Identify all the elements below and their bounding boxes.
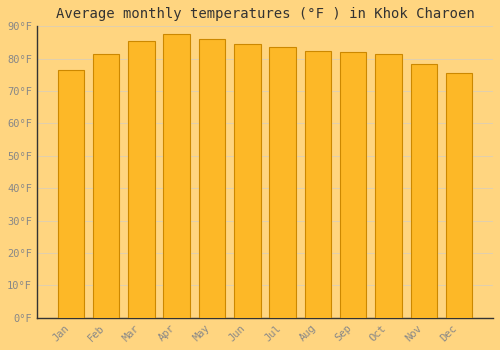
Bar [304, 51, 331, 318]
Bar [340, 52, 366, 318]
Bar [270, 47, 296, 318]
Bar [375, 54, 402, 318]
Title: Average monthly temperatures (°F ) in Khok Charoen: Average monthly temperatures (°F ) in Kh… [56, 7, 474, 21]
Bar [128, 41, 154, 318]
Bar [93, 54, 120, 318]
Bar [234, 44, 260, 318]
Bar [410, 64, 437, 318]
Bar [58, 70, 84, 318]
Bar [198, 39, 225, 318]
Bar [164, 34, 190, 318]
Bar [446, 73, 472, 318]
